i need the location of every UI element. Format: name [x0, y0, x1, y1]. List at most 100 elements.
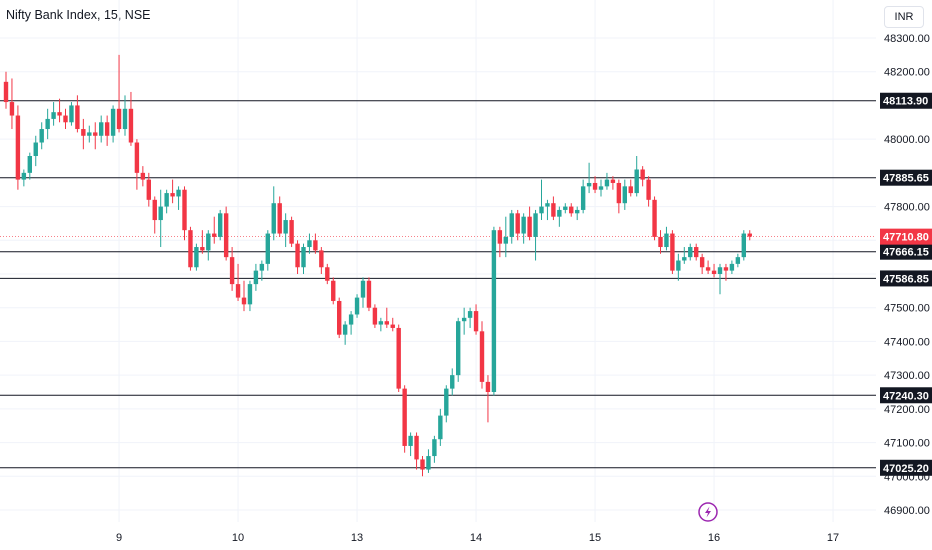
candle-body — [456, 321, 461, 376]
candle — [586, 162, 592, 194]
candle-body — [646, 179, 651, 200]
level-label: 47240.30 — [880, 387, 932, 404]
current-price-label-text: 47710.80 — [883, 232, 929, 244]
candle-body — [27, 156, 32, 173]
candle-body — [705, 267, 711, 271]
candle-body — [503, 236, 508, 244]
candle — [598, 179, 604, 197]
candle-body — [539, 206, 544, 214]
candle-body — [337, 300, 342, 335]
candle — [408, 432, 413, 457]
candle — [723, 263, 729, 281]
candle-body — [104, 122, 110, 136]
candle — [735, 253, 741, 268]
candle-body — [717, 267, 723, 274]
candle — [705, 260, 711, 274]
candle-body — [509, 213, 514, 237]
candle — [551, 196, 556, 221]
candle — [134, 139, 140, 190]
candle-body — [580, 186, 586, 210]
candle — [569, 203, 574, 217]
candle — [539, 179, 544, 221]
lightning-icon[interactable] — [698, 502, 718, 522]
candle — [366, 277, 372, 312]
candle-body — [319, 250, 324, 268]
candle — [307, 233, 312, 254]
candle-body — [426, 456, 431, 470]
candle-body — [110, 108, 116, 136]
candle — [741, 230, 746, 261]
candle — [325, 263, 330, 285]
candle-body — [15, 115, 21, 180]
candle — [456, 317, 461, 382]
candle — [485, 375, 491, 423]
candle-body — [670, 233, 675, 271]
candle — [15, 105, 21, 190]
candle — [51, 102, 56, 126]
candle-body — [122, 108, 128, 130]
candle-body — [366, 280, 372, 308]
candle — [93, 122, 98, 150]
candle-body — [200, 247, 205, 251]
candle-body — [277, 203, 282, 234]
candle-body — [747, 233, 752, 237]
candle — [402, 385, 407, 453]
candle — [479, 321, 485, 389]
x-tick-label: 17 — [827, 532, 839, 544]
candle — [188, 226, 193, 271]
candle — [223, 206, 229, 261]
candle — [247, 280, 253, 312]
candle-body — [479, 331, 485, 382]
x-tick-label: 14 — [470, 532, 482, 544]
candle-body — [688, 247, 693, 258]
candle — [640, 166, 645, 187]
candle — [711, 263, 717, 278]
candle-body — [545, 203, 550, 207]
candle-body — [289, 220, 294, 244]
candle-body — [301, 247, 306, 268]
candle — [646, 176, 651, 207]
candle — [152, 196, 157, 234]
candle — [348, 311, 354, 335]
candle — [426, 449, 431, 473]
candle-body — [247, 284, 253, 305]
current-price-label: 47710.80 — [880, 228, 932, 245]
candle — [206, 230, 211, 261]
candle-body — [253, 270, 259, 285]
candle — [229, 247, 235, 291]
candle — [354, 294, 360, 318]
chart-title: Nifty Bank Index, 15, NSE — [6, 8, 151, 22]
candle-body — [444, 388, 449, 416]
level-label: 47586.85 — [880, 270, 932, 287]
candle-body — [87, 132, 92, 136]
candle-body — [652, 199, 657, 237]
candle-body — [604, 179, 610, 187]
candle — [682, 247, 687, 264]
level-label-text: 48113.90 — [883, 96, 928, 108]
y-tick-label: 47800.00 — [884, 202, 930, 214]
candle-body — [586, 182, 592, 187]
candle-body — [467, 311, 473, 318]
candle-body — [372, 307, 378, 325]
candle-body — [63, 115, 68, 123]
candle-body — [134, 142, 140, 173]
candle — [21, 169, 27, 187]
y-tick-label: 48000.00 — [884, 134, 930, 146]
candle-body — [473, 311, 479, 332]
candle — [575, 206, 580, 221]
candle — [295, 240, 300, 274]
level-label-bg — [880, 270, 932, 287]
candle — [110, 105, 116, 143]
candle-body — [723, 267, 729, 271]
candle — [218, 209, 223, 241]
candle-body — [81, 129, 86, 136]
candle-body — [575, 209, 580, 214]
candle — [390, 317, 395, 332]
level-label: 47666.15 — [880, 243, 932, 260]
currency-button[interactable]: INR — [884, 6, 924, 28]
candle-body — [658, 236, 663, 248]
candle-body — [616, 182, 622, 204]
candle — [253, 263, 259, 291]
candle — [491, 226, 497, 396]
